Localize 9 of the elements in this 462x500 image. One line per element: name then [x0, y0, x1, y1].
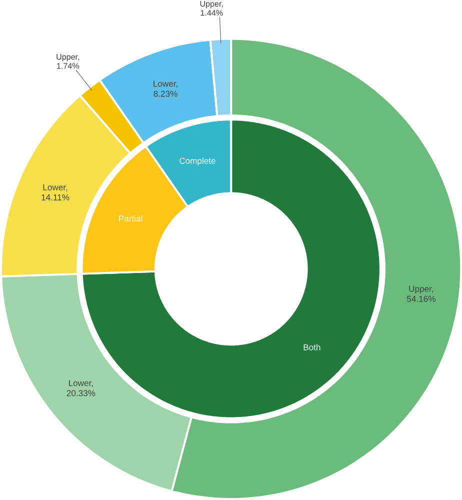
data-label: Upper, 54.16% [406, 286, 436, 302]
data-label: Upper, 1.44% [200, 1, 223, 16]
slice-label: Partial [119, 215, 142, 222]
slice-label: Both [304, 344, 320, 350]
data-label: Lower, 8.23% [154, 80, 178, 97]
data-label: Lower, 14.11% [42, 184, 70, 200]
data-label: Upper, 1.74% [56, 54, 79, 69]
slice-label: Complete [179, 158, 216, 166]
data-label: Lower, 20.33% [66, 380, 96, 396]
